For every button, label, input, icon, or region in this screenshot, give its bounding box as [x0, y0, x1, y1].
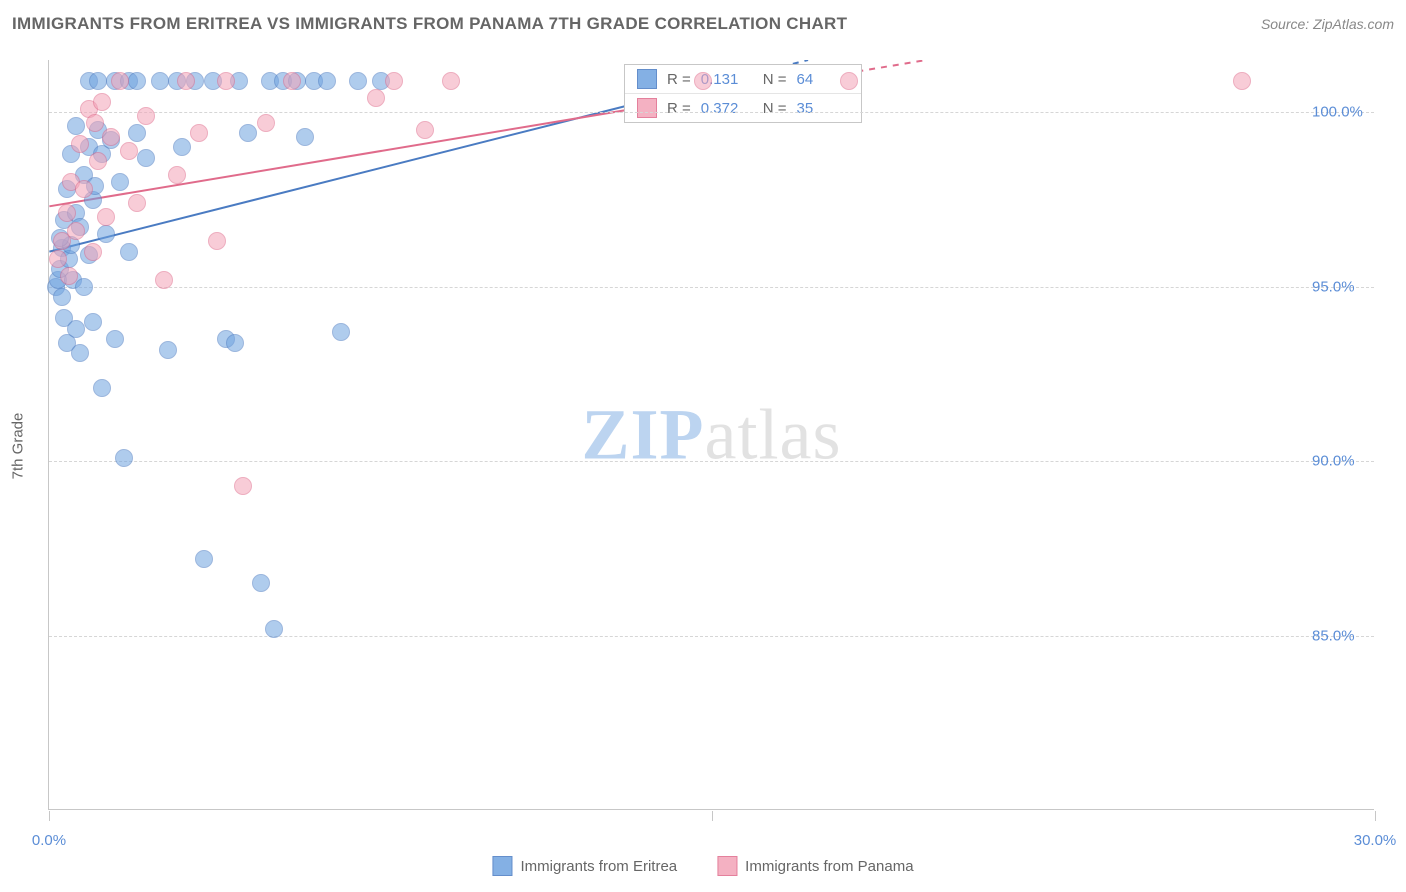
- y-tick-label: 95.0%: [1304, 278, 1406, 295]
- data-point: [367, 89, 385, 107]
- swatch-panama: [717, 856, 737, 876]
- data-point: [442, 72, 460, 90]
- data-point: [296, 128, 314, 146]
- x-tick-label: 30.0%: [1354, 832, 1397, 849]
- data-point: [137, 107, 155, 125]
- data-point: [137, 149, 155, 167]
- data-point: [111, 72, 129, 90]
- data-point: [89, 152, 107, 170]
- data-point: [168, 166, 186, 184]
- data-point: [75, 278, 93, 296]
- data-point: [71, 344, 89, 362]
- chart-title: IMMIGRANTS FROM ERITREA VS IMMIGRANTS FR…: [12, 14, 847, 34]
- series-legend: Immigrants from Eritrea Immigrants from …: [492, 856, 913, 876]
- y-tick-label: 100.0%: [1304, 104, 1406, 121]
- r-label: R =: [667, 100, 691, 117]
- data-point: [89, 72, 107, 90]
- data-point: [155, 271, 173, 289]
- data-point: [173, 138, 191, 156]
- data-point: [234, 477, 252, 495]
- data-point: [58, 204, 76, 222]
- data-point: [416, 121, 434, 139]
- data-point: [257, 114, 275, 132]
- data-point: [128, 124, 146, 142]
- data-point: [128, 72, 146, 90]
- swatch-eritrea: [637, 69, 657, 89]
- data-point: [120, 243, 138, 261]
- data-point: [97, 208, 115, 226]
- data-point: [86, 114, 104, 132]
- watermark: ZIPatlas: [582, 393, 842, 476]
- data-point: [239, 124, 257, 142]
- data-point: [93, 379, 111, 397]
- data-point: [67, 117, 85, 135]
- correlation-row-panama: R = 0.372 N = 35: [625, 93, 861, 122]
- scatter-plot: ZIPatlas R = 0.131 N = 64 R = 0.372 N = …: [48, 60, 1374, 810]
- data-point: [318, 72, 336, 90]
- legend-item-eritrea: Immigrants from Eritrea: [492, 856, 677, 876]
- r-value-panama: 0.372: [701, 100, 753, 117]
- correlation-legend: R = 0.131 N = 64 R = 0.372 N = 35: [624, 64, 862, 123]
- data-point: [97, 225, 115, 243]
- source-attribution: Source: ZipAtlas.com: [1261, 16, 1394, 32]
- data-point: [71, 135, 89, 153]
- data-point: [53, 288, 71, 306]
- x-tick: [49, 811, 50, 821]
- data-point: [283, 72, 301, 90]
- y-tick-label: 90.0%: [1304, 453, 1406, 470]
- data-point: [115, 449, 133, 467]
- data-point: [217, 72, 235, 90]
- data-point: [190, 124, 208, 142]
- data-point: [102, 128, 120, 146]
- gridline: [49, 461, 1374, 462]
- data-point: [67, 222, 85, 240]
- n-value-panama: 35: [797, 100, 849, 117]
- gridline: [49, 636, 1374, 637]
- swatch-eritrea: [492, 856, 512, 876]
- data-point: [385, 72, 403, 90]
- data-point: [128, 194, 146, 212]
- data-point: [332, 323, 350, 341]
- y-axis-label: 7th Grade: [10, 413, 27, 480]
- data-point: [159, 341, 177, 359]
- data-point: [1233, 72, 1251, 90]
- data-point: [84, 313, 102, 331]
- data-point: [226, 334, 244, 352]
- data-point: [349, 72, 367, 90]
- x-tick: [1375, 811, 1376, 821]
- x-tick: [712, 811, 713, 821]
- data-point: [120, 142, 138, 160]
- data-point: [177, 72, 195, 90]
- data-point: [265, 620, 283, 638]
- x-tick-label: 0.0%: [32, 832, 66, 849]
- n-label: N =: [763, 71, 787, 88]
- data-point: [60, 267, 78, 285]
- data-point: [111, 173, 129, 191]
- data-point: [84, 243, 102, 261]
- data-point: [93, 93, 111, 111]
- data-point: [106, 330, 124, 348]
- correlation-row-eritrea: R = 0.131 N = 64: [625, 65, 861, 93]
- data-point: [840, 72, 858, 90]
- y-tick-label: 85.0%: [1304, 627, 1406, 644]
- legend-label-eritrea: Immigrants from Eritrea: [520, 858, 677, 875]
- data-point: [75, 180, 93, 198]
- data-point: [694, 72, 712, 90]
- data-point: [208, 232, 226, 250]
- r-label: R =: [667, 71, 691, 88]
- data-point: [195, 550, 213, 568]
- gridline: [49, 287, 1374, 288]
- legend-label-panama: Immigrants from Panama: [745, 858, 913, 875]
- n-label: N =: [763, 100, 787, 117]
- data-point: [151, 72, 169, 90]
- swatch-panama: [637, 98, 657, 118]
- gridline: [49, 112, 1374, 113]
- trend-lines: [49, 60, 1374, 809]
- data-point: [49, 250, 67, 268]
- legend-item-panama: Immigrants from Panama: [717, 856, 913, 876]
- data-point: [67, 320, 85, 338]
- data-point: [252, 574, 270, 592]
